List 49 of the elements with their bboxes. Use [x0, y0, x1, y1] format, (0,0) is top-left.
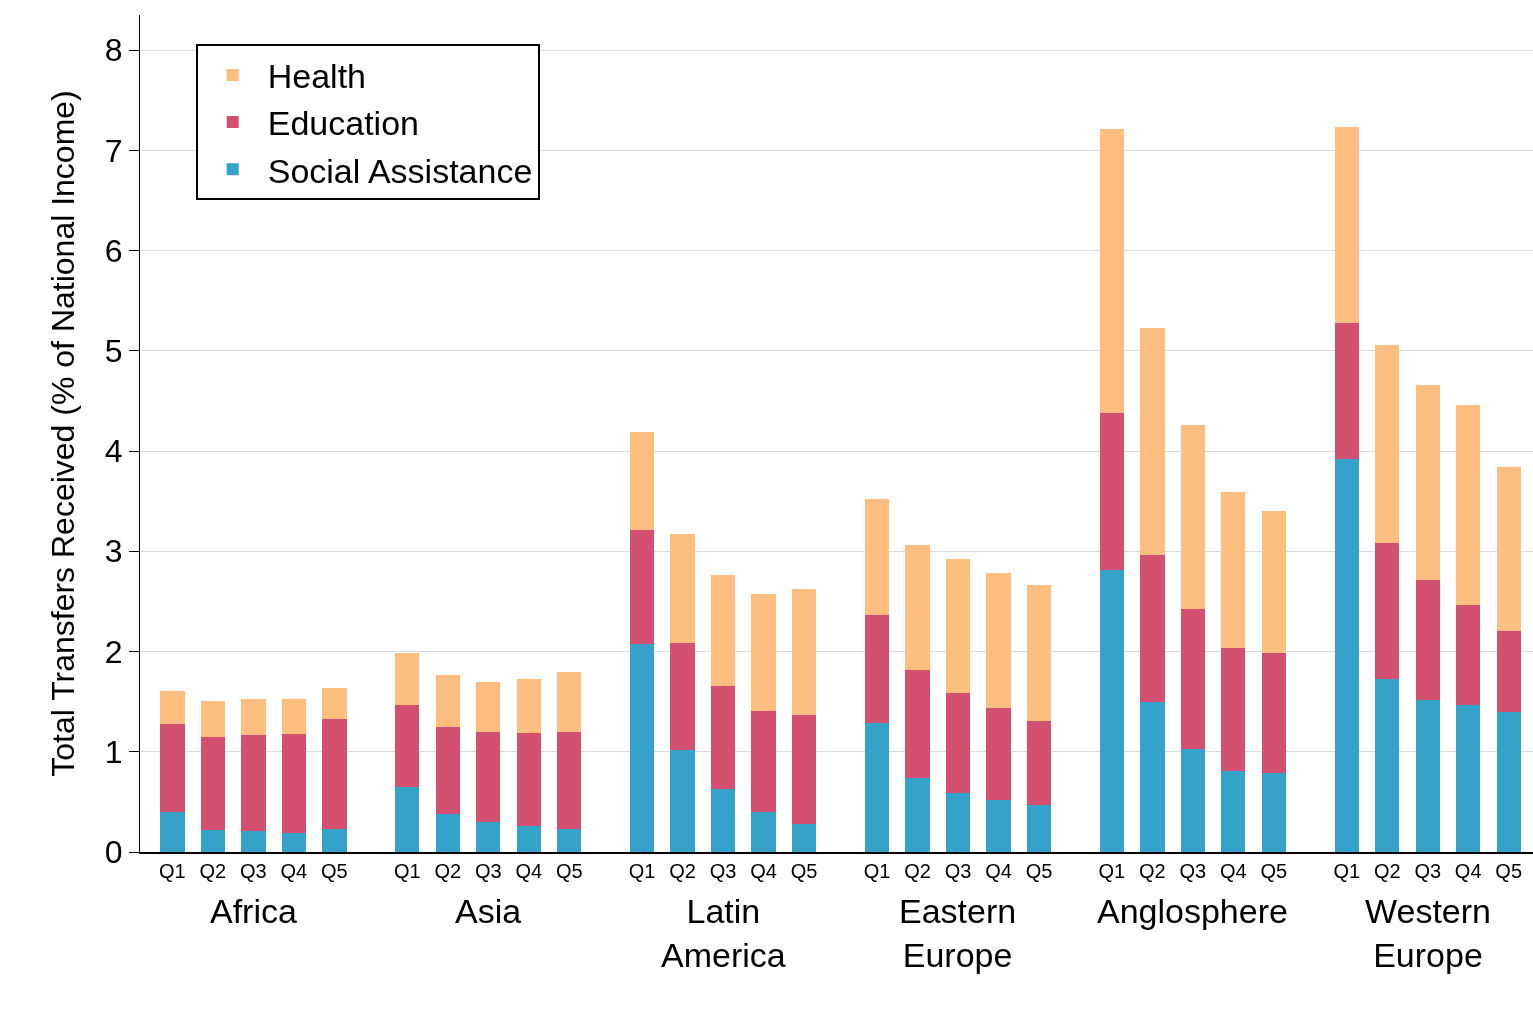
x-tick-label: Q2	[199, 860, 227, 882]
x-tick-label: Q3	[1414, 860, 1442, 882]
legend-label: Social Assistance	[267, 151, 533, 190]
x-tick-label: Q1	[393, 860, 421, 882]
x-tick-label: Q5	[555, 860, 583, 882]
y-tick-label: 8	[104, 32, 123, 69]
x-tick-label: Q3	[709, 860, 737, 882]
text: Asia	[455, 892, 522, 930]
x-tick-label: Q3	[944, 860, 972, 882]
x-tick-label: Q4	[280, 860, 308, 882]
y-tick-label: 7	[104, 132, 123, 169]
x-tick-label: Q4	[985, 860, 1012, 882]
x-tick-label: Q1	[159, 860, 186, 882]
x-tick-label: Q4	[750, 860, 777, 882]
legend-label: Education	[267, 104, 419, 143]
x-tick-label: Q1	[628, 860, 656, 882]
y-axis-title: Total Transfers Received (% of National Income)	[45, 90, 82, 777]
text: Eastern Europe	[899, 892, 1017, 975]
x-tick-label: Q3	[474, 860, 502, 882]
x-tick-label: Q1	[1333, 860, 1361, 882]
text: Anglosphere	[1097, 892, 1288, 930]
y-tick-label: 0	[104, 834, 123, 871]
x-tick-label: Q4	[1454, 860, 1482, 882]
y-tick-label: 4	[104, 433, 123, 470]
x-tick-label: Q5	[1495, 860, 1523, 882]
x-tick-label: Q5	[1025, 860, 1053, 882]
text: Western Europe	[1365, 892, 1491, 975]
text: Latin America	[661, 892, 786, 975]
x-tick-label: Q3	[240, 860, 267, 882]
y-tick-label: 3	[104, 533, 123, 570]
x-tick-label: Q5	[321, 860, 348, 882]
x-tick-label: Q1	[1098, 860, 1126, 882]
x-tick-label: Q2	[669, 860, 696, 882]
x-tick-label: Q2	[1139, 860, 1166, 882]
y-tick-label: 1	[104, 733, 123, 770]
y-tick-label: 2	[104, 633, 123, 670]
x-tick-label: Q2	[904, 860, 931, 882]
x-tick-label: Q3	[1179, 860, 1207, 882]
x-tick-label: Q1	[863, 860, 891, 882]
x-tick-label: Q5	[1260, 860, 1288, 882]
x-tick-label: Q2	[434, 860, 462, 882]
x-tick-label: Q4	[1220, 860, 1247, 882]
x-tick-label: Q5	[790, 860, 818, 882]
text: Africa	[210, 892, 297, 930]
legend-label: Health	[267, 57, 366, 96]
y-tick-label: 5	[104, 333, 123, 369]
x-tick-label: Q4	[515, 860, 543, 882]
x-tick-label: Q2	[1373, 860, 1401, 882]
y-tick-label: 6	[104, 232, 123, 269]
